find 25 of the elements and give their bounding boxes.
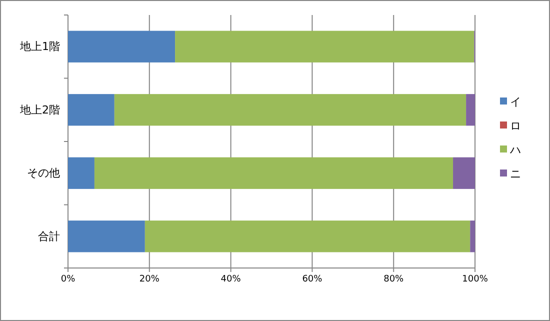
x-tick-label: 0% bbox=[60, 274, 76, 284]
x-tick-label: 100% bbox=[462, 274, 488, 284]
y-tick-label: その他 bbox=[27, 166, 60, 180]
bar bbox=[94, 157, 454, 189]
bar bbox=[175, 30, 474, 62]
legend-label: ニ bbox=[510, 168, 521, 180]
bar bbox=[470, 220, 475, 252]
y-tick-label: 地上2階 bbox=[19, 103, 60, 116]
bar bbox=[144, 220, 470, 252]
x-tick-label: 80% bbox=[384, 274, 404, 284]
legend-label: ハ bbox=[509, 144, 521, 156]
legend-label: ロ bbox=[510, 120, 521, 132]
y-tick-label: 地上1階 bbox=[19, 40, 60, 54]
x-tick-label: 40% bbox=[220, 274, 242, 284]
bar bbox=[68, 157, 94, 189]
bar bbox=[453, 157, 475, 189]
bar bbox=[68, 30, 176, 62]
x-tick-label: 60% bbox=[302, 274, 323, 284]
legend-label: イ bbox=[510, 96, 521, 108]
bar bbox=[114, 94, 466, 126]
x-tick-label: 20% bbox=[139, 274, 160, 284]
bar bbox=[466, 94, 475, 126]
y-tick-label: 合計 bbox=[38, 230, 60, 243]
bar bbox=[68, 220, 145, 252]
bar bbox=[68, 94, 114, 126]
